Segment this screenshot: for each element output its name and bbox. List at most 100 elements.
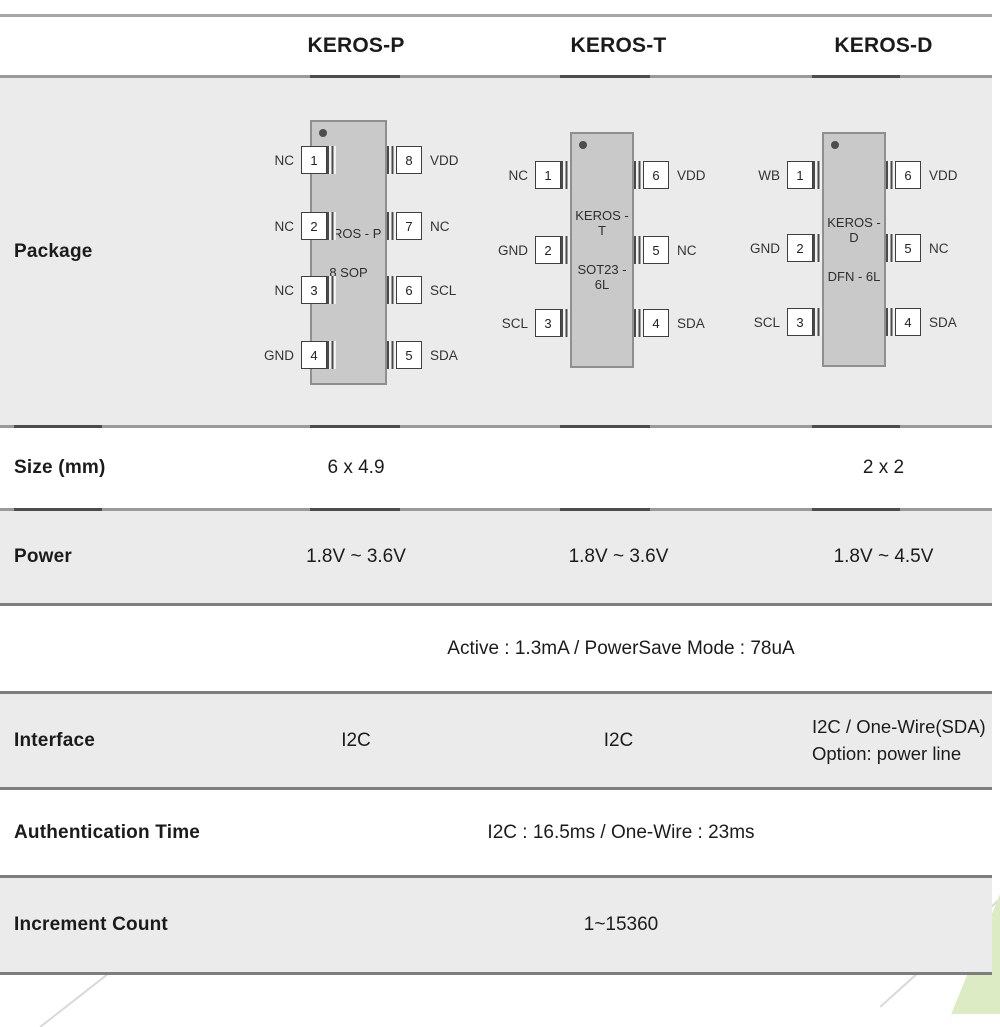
- row-separator: [0, 508, 992, 511]
- pin: 5 SDA: [387, 341, 467, 369]
- pin-lead-icon: [387, 276, 396, 304]
- power-keros-d: 1.8V ~ 4.5V: [833, 546, 934, 567]
- pin-label: SDA: [430, 347, 458, 363]
- pin-number: 6: [396, 276, 422, 304]
- pin1-indicator-dot: [579, 141, 587, 149]
- pin-number: 2: [535, 236, 561, 264]
- pin-number: 8: [396, 146, 422, 174]
- size-keros-p: 6 x 4.9: [327, 457, 385, 478]
- pin-number: 3: [535, 309, 561, 337]
- pin-lead-icon: [327, 146, 336, 174]
- pin-number: 7: [396, 212, 422, 240]
- power-row-label: Power: [14, 546, 73, 567]
- pin-number: 4: [643, 309, 669, 337]
- interface-keros-t: I2C: [603, 729, 634, 751]
- pin-number: 6: [643, 161, 669, 189]
- pin: 4 SDA: [886, 308, 975, 336]
- interface-keros-d-line1: I2C / One-Wire(SDA): [812, 715, 986, 737]
- pin-number: 3: [301, 276, 327, 304]
- power-keros-p: 1.8V ~ 3.6V: [306, 546, 406, 567]
- consumption-value: Active : 1.3mA / PowerSave Mode : 78uA: [447, 637, 795, 659]
- authentication-time-row: Authentication Time I2C : 16.5ms / One-W…: [0, 790, 992, 875]
- pin-lead-icon: [813, 308, 822, 336]
- pin-label: WB: [758, 167, 780, 183]
- pin-number: 4: [895, 308, 921, 336]
- pin-number: 3: [787, 308, 813, 336]
- pin: GND 4: [232, 341, 336, 369]
- pin-label: NC: [274, 218, 295, 234]
- pin-number: 1: [535, 161, 561, 189]
- pin-label: NC: [508, 167, 529, 183]
- chip-package-type: DFN - 6L: [827, 269, 881, 284]
- interface-row-label: Interface: [14, 729, 96, 751]
- row-separator: [0, 691, 992, 694]
- pin-lead-icon: [387, 212, 396, 240]
- chip-name: KEROS - T: [575, 208, 629, 238]
- pin-label: NC: [929, 240, 949, 256]
- pin-lead-icon: [327, 341, 336, 369]
- pin: 6 VDD: [634, 161, 725, 189]
- authentication-time-value: I2C : 16.5ms / One-Wire : 23ms: [487, 821, 755, 843]
- pin-label: VDD: [929, 167, 958, 183]
- pin-number: 1: [787, 161, 813, 189]
- pin: 6 SCL: [387, 276, 467, 304]
- pin1-indicator-dot: [831, 141, 839, 149]
- pin-label: NC: [274, 282, 295, 298]
- pin-lead-icon: [813, 234, 822, 262]
- pin-lead-icon: [387, 146, 396, 174]
- pin-label: SDA: [677, 315, 705, 331]
- row-separator: [0, 603, 992, 606]
- pin-label: NC: [430, 218, 450, 234]
- column-header-keros-d: KEROS-D: [834, 34, 933, 57]
- pin-lead-icon: [561, 309, 570, 337]
- pin-label: GND: [498, 242, 528, 258]
- pin: WB 1: [740, 161, 822, 189]
- pin: SCL 3: [490, 309, 570, 337]
- pin-label: GND: [264, 347, 294, 363]
- pin-label: GND: [750, 240, 780, 256]
- increment-count-value: 1~15360: [583, 914, 659, 935]
- pin-number: 6: [895, 161, 921, 189]
- column-header-keros-p: KEROS-P: [307, 34, 405, 57]
- pin-number: 5: [396, 341, 422, 369]
- power-row: Power 1.8V ~ 3.6V 1.8V ~ 3.6V 1.8V ~ 4.5…: [0, 511, 992, 603]
- pin-label: SCL: [753, 314, 780, 330]
- package-row-label: Package: [14, 240, 93, 262]
- chip-package-type: SOT23 - 6L: [577, 262, 627, 292]
- pin: NC 1: [232, 146, 336, 174]
- chip-name: KEROS - D: [827, 215, 881, 245]
- pin: 5 NC: [886, 234, 975, 262]
- keros-t-chip-body: KEROS - T SOT23 - 6L: [570, 132, 634, 368]
- pin-label: NC: [677, 242, 697, 258]
- pin-lead-icon: [634, 161, 643, 189]
- interface-keros-p: I2C: [341, 729, 371, 751]
- pin-lead-icon: [813, 161, 822, 189]
- pin-label: VDD: [430, 152, 459, 168]
- pin-number: 2: [301, 212, 327, 240]
- size-row-label: Size (mm): [14, 457, 106, 478]
- interface-row: Interface I2C I2C I2C / One-Wire(SDA) Op…: [0, 694, 992, 787]
- row-separator: [0, 787, 992, 790]
- pin: 8 VDD: [387, 146, 467, 174]
- pin-number: 5: [895, 234, 921, 262]
- pin-lead-icon: [561, 236, 570, 264]
- keros-d-chip-body: KEROS - D DFN - 6L: [822, 132, 886, 367]
- row-separator: [0, 75, 992, 78]
- pin-lead-icon: [327, 276, 336, 304]
- pin-lead-icon: [886, 161, 895, 189]
- pin-lead-icon: [561, 161, 570, 189]
- power-keros-t: 1.8V ~ 3.6V: [568, 546, 669, 567]
- pin: SCL 3: [740, 308, 822, 336]
- pin-label: SCL: [430, 282, 457, 298]
- pin-number: 2: [787, 234, 813, 262]
- pin-number: 5: [643, 236, 669, 264]
- comparison-table: KEROS-P KEROS-T KEROS-D Package KEROS - …: [0, 14, 992, 975]
- interface-keros-d: I2C / One-Wire(SDA) Option: power line: [775, 714, 992, 768]
- interface-keros-d-line2: Option: power line: [812, 742, 962, 764]
- table-bottom-border: [0, 972, 992, 975]
- increment-count-label: Increment Count: [14, 914, 168, 935]
- pin-label: SDA: [929, 314, 957, 330]
- pin-label: NC: [274, 152, 295, 168]
